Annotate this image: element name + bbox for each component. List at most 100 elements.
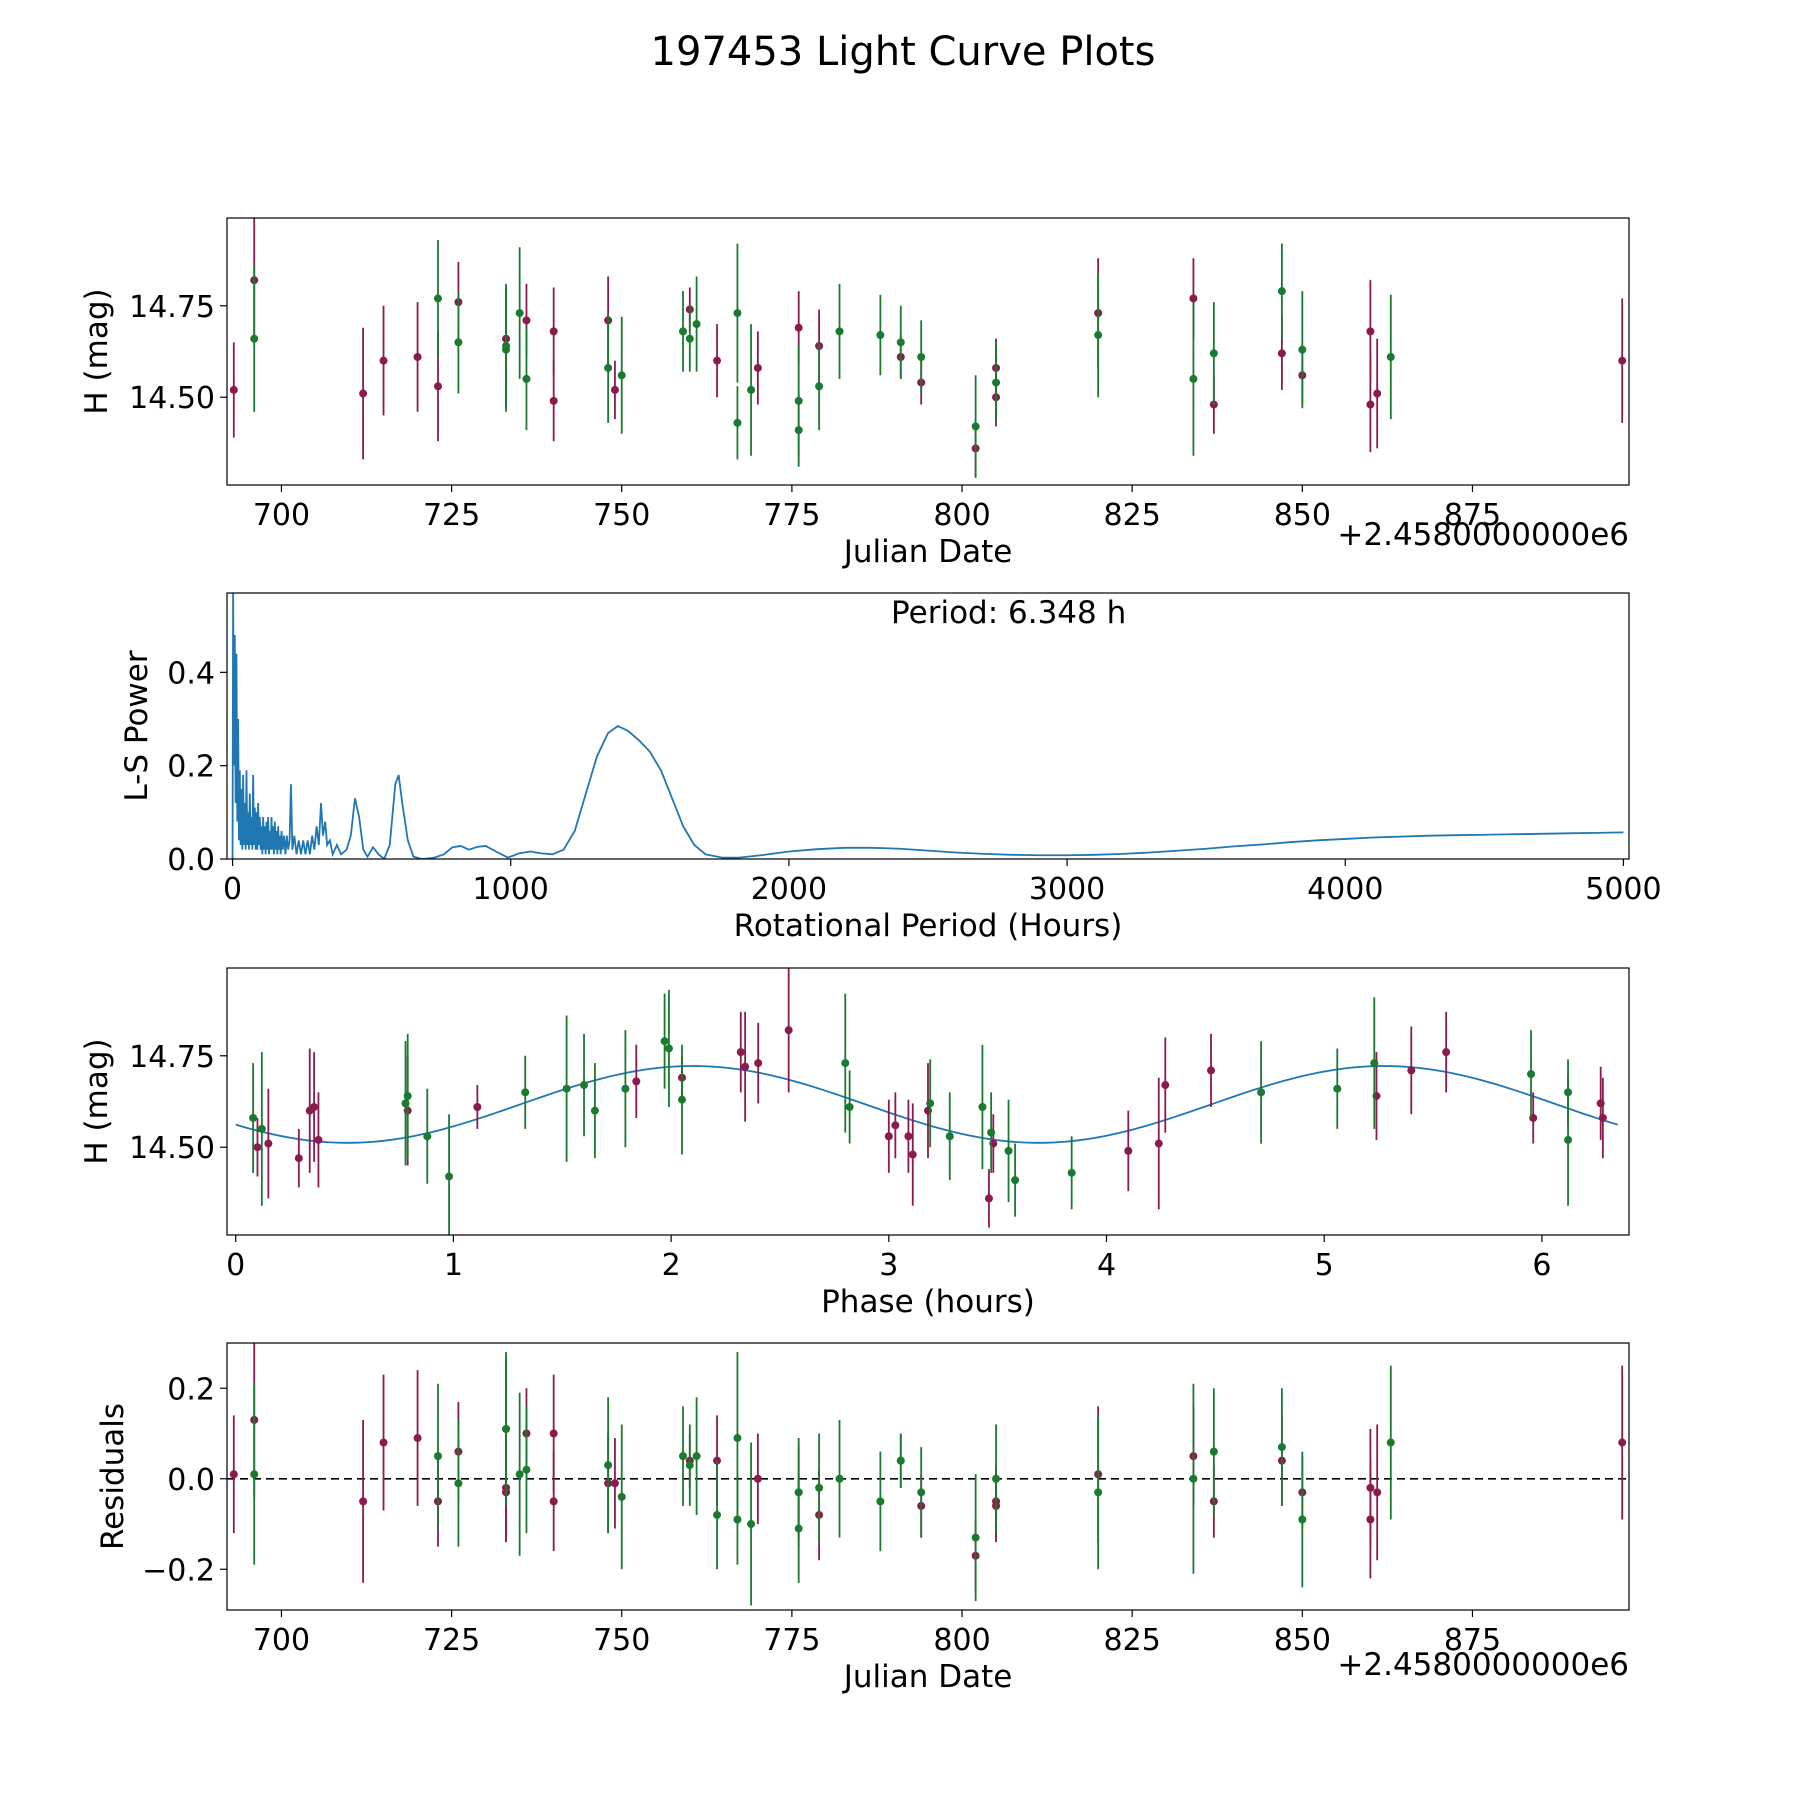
data-point-green [1333, 1084, 1342, 1093]
data-point-green [249, 1113, 258, 1122]
data-point-maroon [549, 1497, 558, 1506]
data-point-green [604, 1461, 613, 1470]
x-axis-label: Phase (hours) [821, 1284, 1035, 1320]
data-point-green [992, 1474, 1001, 1483]
y-axis-label: H (mag) [79, 288, 115, 414]
data-point-green [1386, 352, 1395, 361]
x-tick-label: 3000 [1029, 872, 1105, 907]
data-point-green [987, 1128, 996, 1137]
data-point-green [664, 1044, 673, 1053]
data-point-green [845, 1102, 854, 1111]
data-point-maroon [522, 316, 531, 325]
x-tick-label: 4 [1097, 1248, 1116, 1283]
data-point-green [678, 327, 687, 336]
data-point-maroon [891, 1121, 900, 1130]
data-point-maroon [754, 1059, 763, 1068]
y-axis-label: H (mag) [79, 1038, 115, 1164]
data-point-maroon [549, 396, 558, 405]
data-point-green [515, 1470, 524, 1479]
data-point-green [1011, 1176, 1020, 1185]
data-point-green [971, 422, 980, 431]
panel-periodogram: 0 1000 2000 3000 4000 5000 0.0 0.2 0.4 Rotational… [119, 592, 1662, 944]
data-point-maroon [1373, 389, 1382, 398]
x-tick-label: 725 [423, 498, 480, 533]
axes-frame-periodogram [226, 592, 1630, 860]
data-point-green [423, 1132, 432, 1141]
data-point-maroon [1154, 1139, 1163, 1148]
data-point-maroon [229, 385, 238, 394]
data-point-green [502, 1424, 511, 1433]
axes-frame-raw [226, 217, 1630, 486]
data-point-maroon [610, 385, 619, 394]
data-point-green [815, 1483, 824, 1492]
data-point-green [1370, 1059, 1379, 1068]
x-tick-label: 0 [226, 1248, 245, 1283]
data-point-green [1564, 1135, 1573, 1144]
data-point-green [580, 1081, 589, 1090]
data-point-green [617, 371, 626, 380]
data-point-green [1298, 345, 1307, 354]
y-tick-label: 14.75 [129, 1040, 215, 1075]
data-point-green [403, 1092, 412, 1101]
y-tick-label: 14.50 [129, 381, 215, 416]
data-point-maroon [741, 1062, 750, 1071]
data-point-maroon [549, 1429, 558, 1438]
y-tick-label: 0.0 [167, 843, 215, 878]
data-point-green [522, 1465, 531, 1474]
x-offset-label: +2.4580000000e6 [1337, 1647, 1629, 1683]
data-point-green [660, 1037, 669, 1046]
x-axis-label: Julian Date [842, 1659, 1013, 1695]
data-point-maroon [1442, 1048, 1451, 1057]
data-point-maroon [713, 356, 722, 365]
plot-area-periodogram [231, 593, 1624, 859]
data-point-maroon [908, 1150, 917, 1159]
data-point-maroon [632, 1077, 641, 1086]
data-point-maroon [294, 1154, 303, 1163]
data-point-green [896, 1456, 905, 1465]
y-tick-label: 0.4 [167, 656, 215, 691]
y-axis-label: L-S Power [119, 650, 155, 801]
data-point-green [1189, 374, 1198, 383]
data-point-green [678, 1452, 687, 1461]
x-tick-label: 2 [662, 1248, 681, 1283]
data-point-green [1209, 1447, 1218, 1456]
data-point-maroon [359, 389, 368, 398]
data-point-green [1209, 349, 1218, 358]
data-point-maroon [1598, 1113, 1607, 1122]
x-tick-label: 750 [593, 498, 650, 533]
y-axis-label: Residuals [95, 1403, 131, 1550]
data-point-green [1277, 1443, 1286, 1452]
data-point-green [835, 1474, 844, 1483]
period-annotation: Period: 6.348 h [891, 595, 1126, 631]
data-point-green [590, 1106, 599, 1115]
x-tick-label: 850 [1274, 1623, 1331, 1658]
x-offset-label: +2.4580000000e6 [1337, 517, 1629, 553]
y-tick-label: 0.2 [167, 750, 215, 785]
data-point-green [815, 382, 824, 391]
data-point-green [445, 1172, 454, 1181]
data-point-green [926, 1099, 935, 1108]
data-point-maroon [1373, 1488, 1382, 1497]
x-tick-label: 775 [763, 498, 820, 533]
data-point-green [1094, 331, 1103, 340]
x-tick-label: 800 [933, 498, 990, 533]
panel-phased: 0 1 2 3 4 5 6 14.50 14.75 Phase (hours) H (mag) [79, 967, 1630, 1320]
data-point-maroon [264, 1139, 273, 1148]
x-tick-label: 750 [593, 1623, 650, 1658]
data-point-maroon [1207, 1066, 1216, 1075]
y-tick-label: 0.0 [167, 1463, 215, 1498]
figure-title: 197453 Light Curve Plots [651, 29, 1156, 75]
data-point-green [835, 327, 844, 336]
data-point-maroon [904, 1132, 913, 1141]
data-point-maroon [229, 1470, 238, 1479]
data-point-green [1277, 287, 1286, 296]
y-tick-label: −0.2 [142, 1553, 215, 1588]
data-point-maroon [610, 1479, 619, 1488]
plot-area-residuals [227, 1343, 1629, 1606]
data-point-maroon [1366, 400, 1375, 409]
data-point-green [747, 1520, 756, 1529]
data-point-maroon [1366, 327, 1375, 336]
data-point-green [896, 338, 905, 347]
data-point-green [454, 338, 463, 347]
